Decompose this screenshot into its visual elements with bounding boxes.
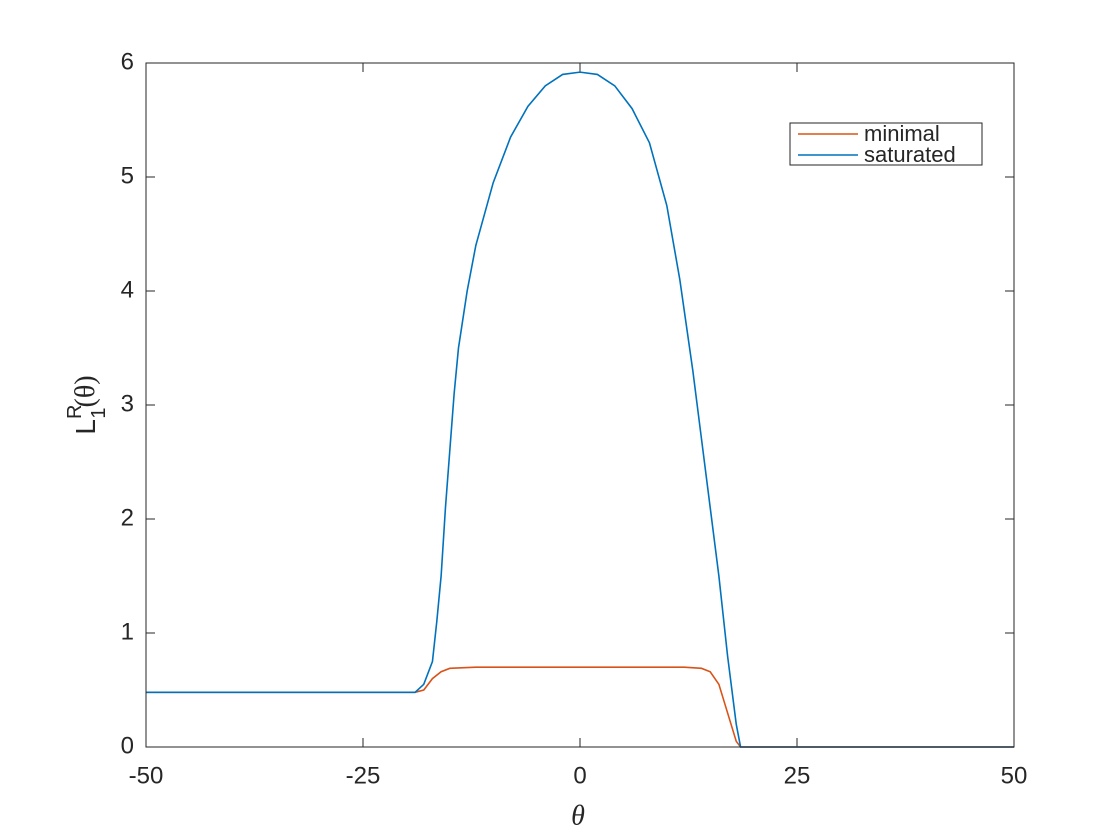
y-axis-label: LR 1(θ) xyxy=(64,375,110,434)
x-tick-label: 25 xyxy=(784,762,811,789)
legend-label: saturated xyxy=(864,142,956,167)
y-label-sup: R xyxy=(64,405,86,419)
y-label-sub: 1 xyxy=(88,407,110,418)
y-label-base: L xyxy=(70,419,101,435)
x-axis-label: θ xyxy=(571,800,585,831)
y-tick-label: 0 xyxy=(121,732,134,759)
y-tick-label: 3 xyxy=(121,390,134,417)
x-tick-label: 50 xyxy=(1001,762,1028,789)
legend-label: minimal xyxy=(864,121,940,146)
x-tick-label: -25 xyxy=(346,762,381,789)
plot-frame xyxy=(145,62,1015,748)
legend-box xyxy=(789,122,983,166)
x-tick-label: 0 xyxy=(573,762,586,789)
y-tick-label: 1 xyxy=(121,618,134,645)
x-tick-label: -50 xyxy=(129,762,164,789)
y-tick-label: 4 xyxy=(121,276,134,303)
series-line xyxy=(146,71,1014,748)
y-tick-label: 5 xyxy=(121,162,134,189)
series-line xyxy=(146,666,1014,748)
y-tick-label: 6 xyxy=(121,48,134,75)
y-label-rest: (θ) xyxy=(70,375,101,407)
y-tick-label: 2 xyxy=(121,504,134,531)
